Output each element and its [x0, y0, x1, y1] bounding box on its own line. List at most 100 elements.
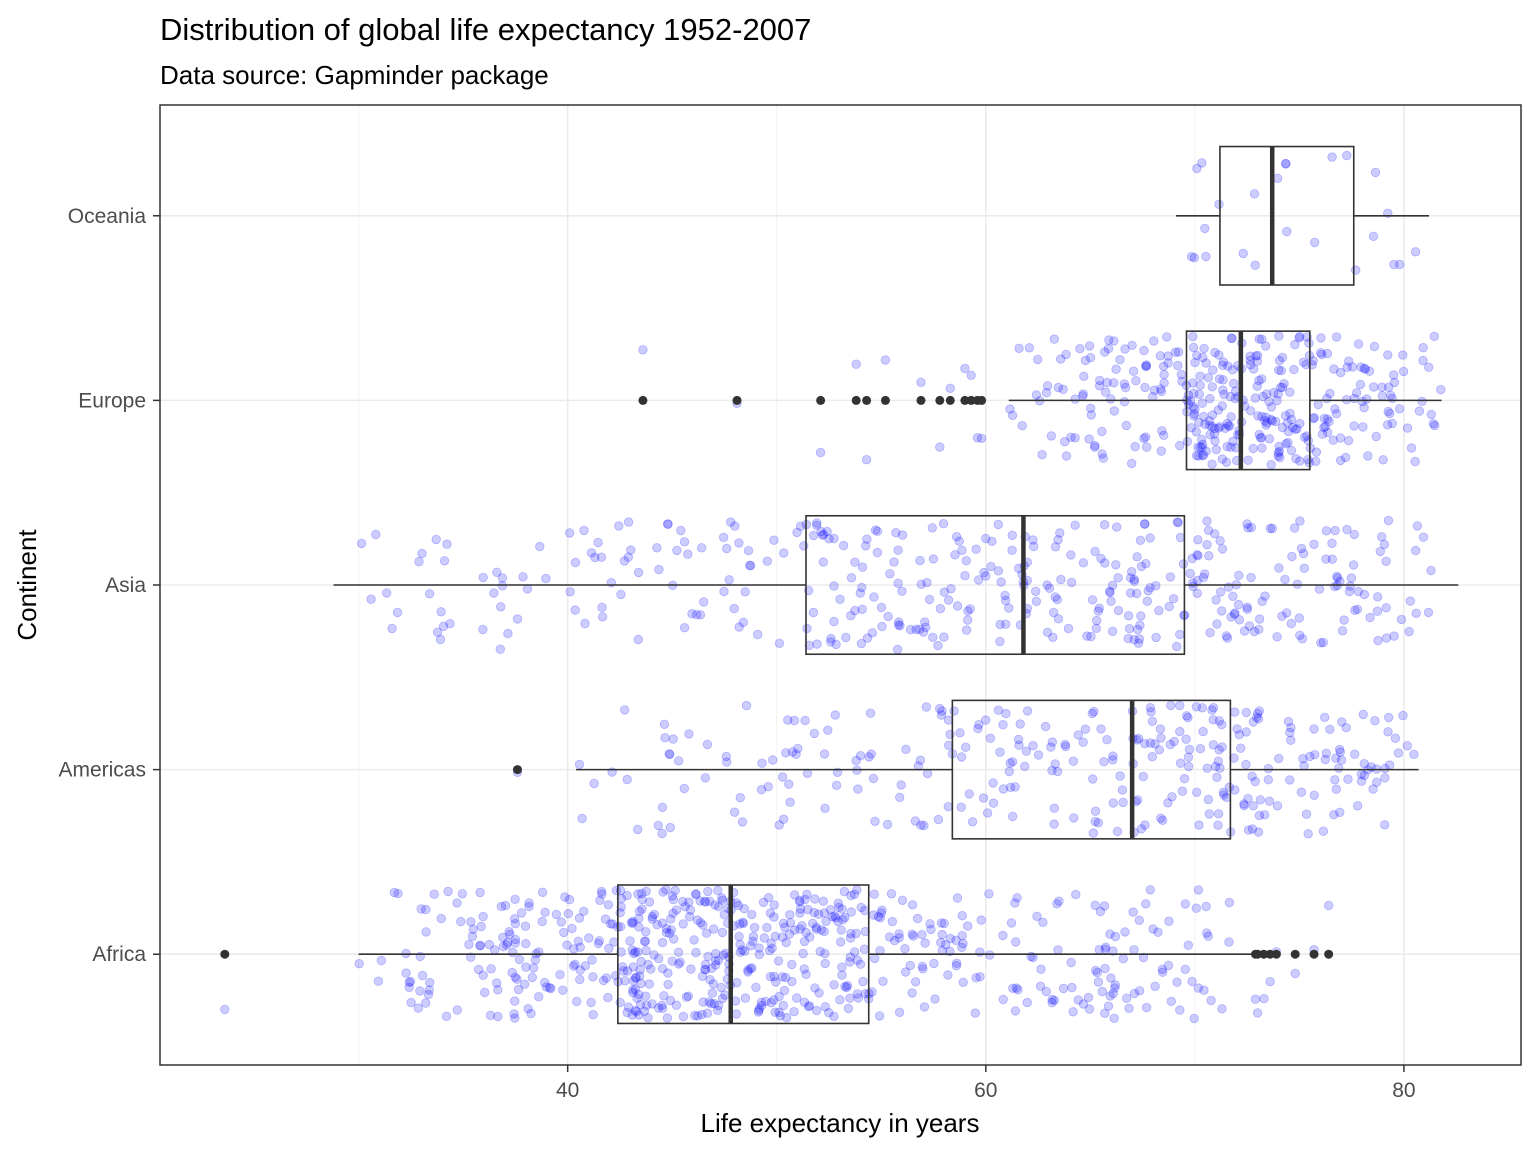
jitter-point: [431, 534, 441, 545]
jitter-point: [778, 1000, 789, 1011]
jitter-point: [973, 575, 984, 585]
jitter-point: [945, 933, 956, 944]
jitter-point: [785, 918, 796, 928]
jitter-point: [1080, 355, 1091, 366]
jitter-point: [442, 539, 452, 549]
jitter-point: [843, 1003, 854, 1014]
jitter-point: [1107, 755, 1118, 765]
jitter-point: [1001, 708, 1011, 719]
jitter-point: [594, 936, 605, 946]
jitter-point: [1429, 420, 1440, 431]
jitter-point: [1204, 416, 1215, 426]
jitter-point: [845, 993, 855, 1003]
jitter-point: [1319, 712, 1330, 723]
jitter-point: [1228, 436, 1238, 447]
jitter-point: [1275, 382, 1286, 393]
jitter-point: [956, 802, 966, 812]
jitter-point: [800, 715, 810, 726]
jitter-point: [1383, 712, 1394, 723]
jitter-point: [597, 602, 607, 613]
jitter-point: [966, 370, 976, 381]
jitter-point: [1014, 740, 1024, 750]
jitter-point: [598, 975, 609, 986]
jitter-point: [664, 928, 675, 939]
jitter-point: [1098, 453, 1109, 463]
jitter-point: [1220, 423, 1231, 434]
jitter-point: [443, 886, 453, 897]
jitter-point: [1192, 550, 1202, 560]
jitter-point: [608, 919, 618, 929]
jitter-point: [1245, 355, 1255, 366]
jitter-point: [604, 943, 614, 954]
jitter-point: [957, 942, 967, 953]
jitter-point: [961, 556, 972, 566]
jitter-point: [593, 537, 603, 548]
jitter-point: [1186, 252, 1197, 262]
jitter-point: [868, 910, 879, 920]
jitter-point: [935, 604, 946, 614]
jitter-point: [1295, 331, 1305, 342]
jitter-point: [1254, 624, 1264, 635]
jitter-point: [630, 984, 641, 995]
jitter-point: [1217, 360, 1228, 370]
jitter-point: [1257, 596, 1267, 607]
jitter-point: [1248, 443, 1258, 454]
jitter-point: [831, 639, 841, 650]
jitter-point: [691, 889, 701, 899]
jitter-point: [1030, 586, 1041, 597]
jitter-point: [641, 945, 651, 956]
jitter-point: [831, 780, 842, 791]
jitter-point: [756, 1000, 767, 1011]
jitter-point: [961, 625, 972, 635]
jitter-point: [1345, 581, 1355, 591]
jitter-point: [998, 994, 1008, 1005]
jitter-point: [892, 644, 903, 655]
jitter-point: [1334, 744, 1345, 755]
jitter-point: [1022, 997, 1032, 1008]
jitter-point: [1309, 724, 1319, 734]
jitter-point: [1192, 163, 1202, 174]
jitter-point: [1129, 576, 1140, 586]
jitter-point: [630, 973, 641, 983]
jitter-point: [1223, 421, 1234, 431]
jitter-point: [700, 964, 710, 975]
jitter-point: [1320, 754, 1331, 765]
jitter-point: [746, 941, 756, 951]
jitter-point: [704, 896, 715, 907]
jitter-point: [1139, 433, 1149, 444]
jitter-point: [1269, 387, 1279, 398]
jitter-point: [1256, 433, 1267, 443]
jitter-point: [1404, 626, 1414, 637]
jitter-point: [657, 918, 668, 928]
jitter-point: [1026, 951, 1036, 962]
jitter-point: [635, 999, 646, 1010]
jitter-point: [1218, 787, 1229, 798]
jitter-point: [1243, 825, 1254, 835]
jitter-point: [1436, 385, 1446, 395]
jitter-point: [1053, 382, 1064, 393]
jitter-point: [1346, 573, 1357, 583]
jitter-point: [1049, 803, 1060, 813]
jitter-point: [846, 907, 857, 917]
jitter-point: [535, 541, 545, 552]
jitter-point: [1252, 381, 1262, 391]
jitter-point: [971, 973, 981, 983]
jitter-point: [781, 972, 791, 983]
jitter-point: [628, 918, 638, 928]
jitter-point: [1068, 1007, 1078, 1017]
jitter-point: [967, 817, 978, 827]
jitter-point: [1214, 745, 1224, 755]
jitter-point: [1283, 716, 1294, 727]
jitter-point: [1175, 726, 1185, 737]
jitter-point: [1319, 413, 1330, 424]
jitter-point: [1214, 716, 1225, 726]
jitter-point: [1222, 441, 1232, 452]
jitter-point: [951, 961, 962, 971]
jitter-point: [1084, 1004, 1095, 1014]
jitter-point: [666, 925, 677, 935]
jitter-point: [1217, 742, 1227, 752]
jitter-point: [784, 779, 794, 789]
jitter-point: [1187, 976, 1197, 987]
jitter-point: [897, 895, 908, 906]
jitter-point: [570, 557, 581, 568]
